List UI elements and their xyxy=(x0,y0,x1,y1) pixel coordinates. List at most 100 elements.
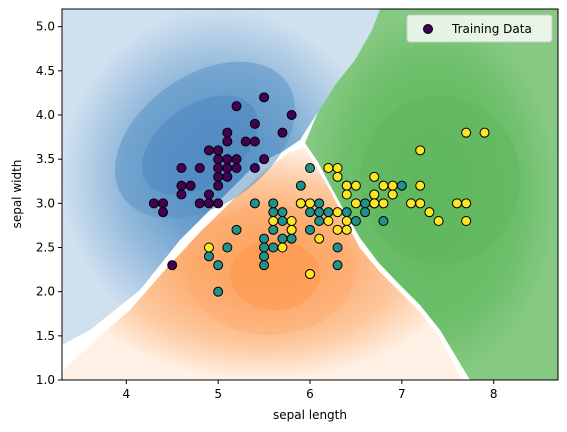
data-point-class-2 xyxy=(305,269,315,279)
data-point-class-0 xyxy=(203,145,214,156)
legend-marker xyxy=(423,24,433,34)
contour-class-2-inner xyxy=(360,95,520,265)
data-point-class-2 xyxy=(369,189,380,200)
y-tick-label: 1.5 xyxy=(36,329,55,343)
data-point-class-0 xyxy=(203,189,214,200)
data-point-class-0 xyxy=(277,127,288,138)
data-point-class-2 xyxy=(341,180,352,191)
y-tick-label: 2.5 xyxy=(36,241,55,255)
data-point-class-0 xyxy=(213,154,224,165)
data-point-class-0 xyxy=(259,154,270,165)
x-axis-ticks: 4 5 6 7 8 xyxy=(122,380,498,401)
contour-class-1-core xyxy=(230,240,320,310)
data-point-class-1 xyxy=(286,233,297,244)
data-point-class-1 xyxy=(213,286,224,297)
data-point-class-2 xyxy=(461,216,472,226)
data-point-class-0 xyxy=(203,198,214,209)
data-point-class-2 xyxy=(350,180,361,191)
data-point-class-0 xyxy=(194,198,205,209)
y-tick-label: 4.0 xyxy=(36,108,55,122)
data-point-class-0 xyxy=(213,163,224,173)
data-point-class-1 xyxy=(314,207,325,218)
data-point-class-2 xyxy=(369,171,380,182)
data-point-class-2 xyxy=(378,198,389,209)
x-tick-label: 7 xyxy=(398,387,406,401)
data-point-class-1 xyxy=(396,180,407,191)
data-point-class-0 xyxy=(176,189,187,200)
data-point-class-0 xyxy=(158,198,169,209)
data-point-class-2 xyxy=(268,216,279,226)
data-point-class-2 xyxy=(350,198,361,209)
legend: Training Data xyxy=(406,14,553,43)
data-point-class-2 xyxy=(203,242,214,253)
legend-box xyxy=(406,14,553,43)
data-point-class-2 xyxy=(461,198,472,209)
legend-label: Training Data xyxy=(451,22,532,36)
data-point-class-1 xyxy=(332,242,343,253)
y-axis-ticks: 1.0 1.5 2.0 2.5 3.0 3.5 4.0 4.5 5.0 xyxy=(36,20,62,387)
y-tick-label: 5.0 xyxy=(36,20,55,34)
data-point-class-2 xyxy=(314,233,325,244)
data-point-class-1 xyxy=(231,224,242,235)
data-point-class-0 xyxy=(231,154,242,165)
data-point-class-1 xyxy=(268,207,279,218)
x-tick-label: 4 xyxy=(122,387,130,401)
data-point-class-0 xyxy=(222,154,233,165)
data-point-class-2 xyxy=(369,198,380,209)
data-point-class-1 xyxy=(268,224,279,235)
decision-regions xyxy=(62,9,558,380)
data-point-class-0 xyxy=(148,198,159,209)
data-point-class-2 xyxy=(332,207,343,218)
data-point-class-2 xyxy=(323,163,334,173)
data-point-class-0 xyxy=(213,198,224,209)
data-point-class-1 xyxy=(360,198,371,209)
data-point-class-1 xyxy=(323,207,334,218)
data-point-class-2 xyxy=(387,180,398,191)
x-tick-label: 5 xyxy=(214,387,222,401)
data-point-class-1 xyxy=(203,251,214,262)
data-point-class-2 xyxy=(305,198,315,209)
data-point-class-1 xyxy=(259,260,270,271)
data-point-class-1 xyxy=(314,198,325,209)
data-point-class-0 xyxy=(176,163,187,173)
data-point-class-2 xyxy=(424,207,435,218)
data-point-class-1 xyxy=(277,216,288,226)
y-tick-label: 4.5 xyxy=(36,64,55,78)
y-axis-label: sepal width xyxy=(10,160,24,229)
data-point-class-1 xyxy=(268,242,279,253)
data-point-class-0 xyxy=(194,163,205,173)
data-point-class-1 xyxy=(277,233,288,244)
data-point-class-2 xyxy=(387,189,398,200)
y-tick-label: 2.0 xyxy=(36,285,55,299)
x-tick-label: 8 xyxy=(490,387,498,401)
data-point-class-2 xyxy=(479,127,490,138)
data-point-class-1 xyxy=(259,251,270,262)
data-point-class-1 xyxy=(341,207,352,218)
data-point-class-0 xyxy=(167,260,178,271)
data-point-class-2 xyxy=(286,224,297,235)
data-point-class-2 xyxy=(415,180,426,191)
data-point-class-2 xyxy=(433,216,444,226)
data-point-class-2 xyxy=(341,216,352,226)
x-tick-label: 6 xyxy=(306,387,314,401)
data-point-class-1 xyxy=(314,216,325,226)
data-point-class-1 xyxy=(213,260,224,271)
data-point-class-0 xyxy=(249,118,260,129)
data-point-class-0 xyxy=(222,127,233,138)
data-point-class-0 xyxy=(231,101,242,112)
data-point-class-0 xyxy=(213,171,224,182)
data-point-class-2 xyxy=(415,145,426,156)
data-point-class-2 xyxy=(341,189,352,200)
data-point-class-1 xyxy=(378,216,389,226)
contour-class-1-inner xyxy=(185,205,355,335)
data-point-class-0 xyxy=(158,207,169,218)
data-point-class-2 xyxy=(415,198,426,209)
data-point-class-1 xyxy=(360,207,371,218)
y-tick-label: 3.5 xyxy=(36,152,55,166)
data-point-class-2 xyxy=(406,198,417,209)
data-point-class-1 xyxy=(259,242,270,253)
data-point-class-0 xyxy=(222,171,233,182)
data-point-class-0 xyxy=(176,180,187,191)
data-point-class-2 xyxy=(341,224,352,235)
data-point-class-1 xyxy=(249,198,260,209)
